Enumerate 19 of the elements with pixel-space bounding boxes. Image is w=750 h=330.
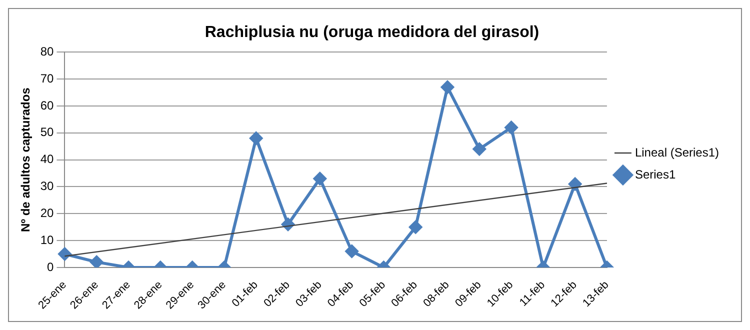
y-tick-label: 50: [40, 125, 54, 140]
point: [568, 178, 582, 191]
point: [313, 172, 326, 186]
chart-title: Rachiplusia nu (oruga medidora del girasol): [204, 24, 540, 42]
y-tick-label: 60: [40, 98, 54, 112]
y-tick-label: 20: [40, 206, 54, 220]
legend-label: Lineal (Series1): [634, 145, 720, 160]
point: [504, 121, 518, 134]
y-tick-label: 70: [40, 71, 54, 86]
legend-label: Series1: [634, 167, 676, 182]
point: [250, 132, 263, 145]
y-tick-label: 40: [40, 152, 54, 166]
point: [472, 142, 486, 156]
y-tick-label: 80: [40, 44, 54, 59]
y-axis-title: Nº de adultos capturados: [18, 87, 33, 232]
y-tick-label: 30: [40, 179, 54, 194]
y-tick-label: 0: [47, 260, 54, 274]
y-tick-label: 10: [40, 232, 54, 247]
point: [440, 80, 454, 94]
